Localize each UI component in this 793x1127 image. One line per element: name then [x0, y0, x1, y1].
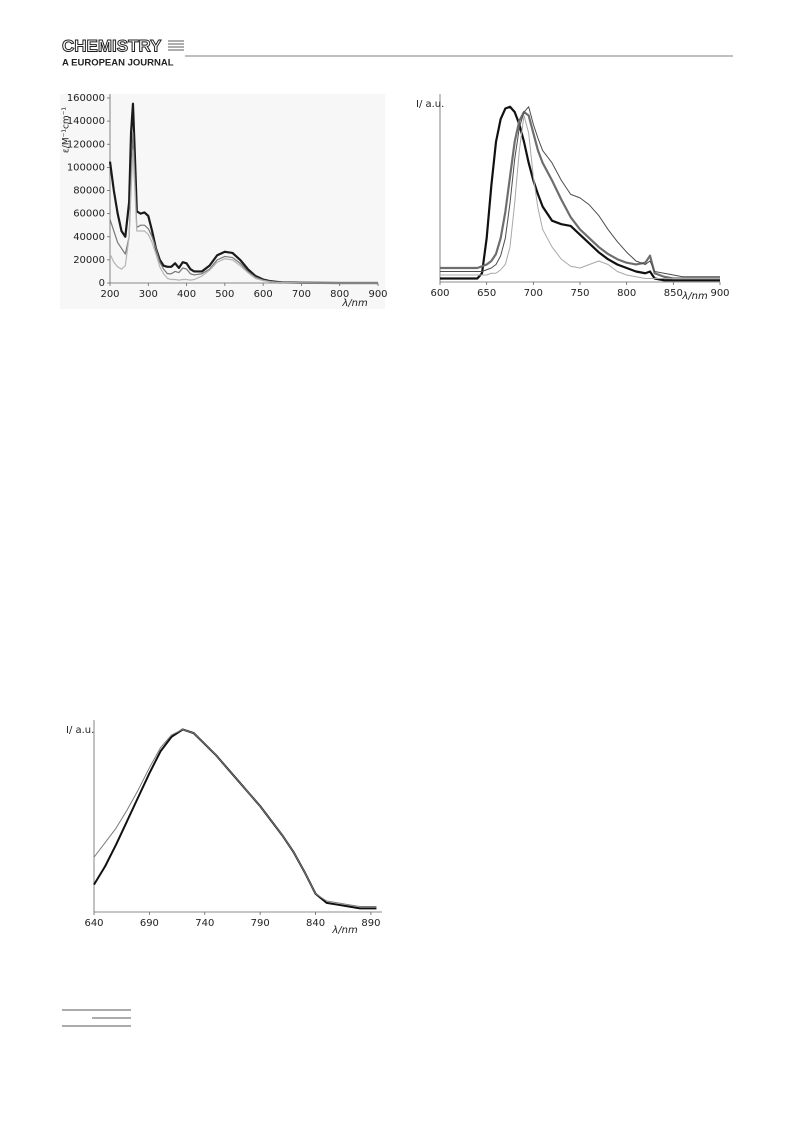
x-tick-label: 690	[140, 918, 159, 929]
x-tick-label: 500	[215, 289, 234, 300]
x-tick-label: 700	[524, 288, 543, 299]
spectrum-line	[109, 149, 378, 284]
logo-hatch	[168, 40, 184, 51]
x-tick-label: 650	[477, 288, 496, 299]
journal-name: CHEMISTRY	[62, 36, 162, 55]
x-tick-label: 900	[710, 288, 729, 299]
x-tick-label: 890	[361, 918, 380, 929]
x-tick-label: 400	[177, 289, 196, 300]
x-axis-label: λ/nm	[681, 291, 708, 302]
y-tick-label: 0	[99, 278, 105, 289]
y-axis-label: ε/M⁻¹cm⁻¹	[62, 107, 72, 153]
plot-background	[60, 94, 385, 309]
y-tick-label: 120000	[67, 139, 105, 150]
y-tick-label: 140000	[67, 116, 105, 127]
journal-subtitle: A EUROPEAN JOURNAL	[62, 58, 174, 69]
x-tick-label: 900	[368, 289, 387, 300]
y-tick-label: 40000	[73, 232, 105, 243]
x-tick-label: 740	[195, 918, 214, 929]
x-tick-label: 800	[330, 289, 349, 300]
y-axis-label: I/ a.u.	[416, 99, 444, 110]
x-tick-label: 200	[100, 289, 119, 300]
x-tick-label: 750	[570, 288, 589, 299]
x-tick-label: 700	[292, 289, 311, 300]
x-tick-label: 600	[430, 288, 449, 299]
spectrum-line	[440, 106, 720, 278]
y-tick-label: 60000	[73, 209, 105, 220]
x-tick-label: 800	[617, 288, 636, 299]
x-axis-label: λ/nm	[341, 298, 368, 309]
x-tick-label: 300	[139, 289, 158, 300]
x-tick-label: 600	[254, 289, 273, 300]
spectrum-line	[93, 728, 377, 910]
spectrum-line	[440, 110, 720, 280]
x-tick-label: 640	[84, 918, 103, 929]
footnote-rules	[62, 1009, 131, 1027]
spectrum-line	[440, 115, 720, 279]
y-tick-label: 20000	[73, 255, 105, 266]
y-tick-label: 100000	[67, 162, 105, 173]
x-axis-label: λ/nm	[331, 925, 358, 936]
spectrum-line	[93, 728, 377, 908]
y-axis-label: I/ a.u.	[66, 725, 94, 736]
x-tick-label: 790	[251, 918, 270, 929]
y-tick-label: 80000	[73, 186, 105, 197]
x-tick-label: 850	[664, 288, 683, 299]
x-tick-label: 840	[306, 918, 325, 929]
y-tick-label: 160000	[67, 93, 105, 104]
spectrum-line	[440, 105, 720, 282]
